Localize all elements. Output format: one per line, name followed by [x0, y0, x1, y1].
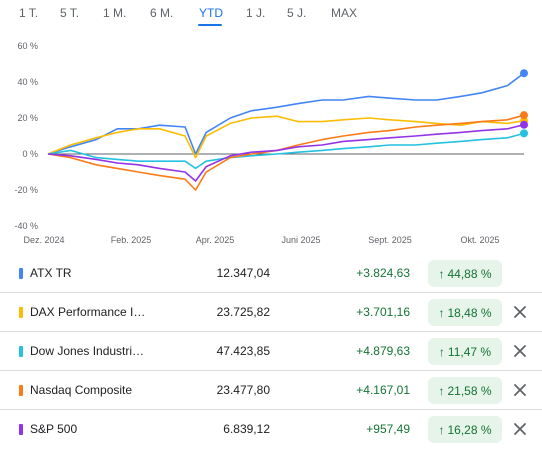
x-tick-label: Dez. 2024 [23, 235, 64, 245]
arrow-up-icon: ↑ [438, 305, 445, 320]
absolute-change: +3.701,16 [356, 305, 410, 319]
index-name: DAX Performance I… [30, 305, 146, 319]
comparison-row[interactable]: Dow Jones Industri… 47.423,85 +4.879,63 ↑ 11… [0, 332, 542, 371]
series-line-0 [47, 72, 525, 155]
comparison-row[interactable]: ATX TR 12.347,04 +3.824,63 ↑ 44,88 % [0, 254, 542, 293]
close-icon[interactable] [512, 304, 528, 320]
series-end-marker-0 [520, 69, 528, 78]
percent-change-value: 44,88 % [447, 266, 492, 281]
index-price: 23.477,80 [216, 383, 270, 397]
absolute-change: +3.824,63 [356, 266, 410, 280]
tab-1-day[interactable]: 1 T. [19, 6, 39, 20]
absolute-change: +4.879,63 [356, 344, 410, 358]
y-tick-label: 40 % [17, 77, 38, 87]
x-tick-label: Feb. 2025 [111, 235, 152, 245]
index-name: ATX TR [30, 266, 72, 280]
series-end-marker-2 [520, 129, 528, 138]
comparison-row[interactable]: DAX Performance I… 23.725,82 +3.701,16 ↑ 18,… [0, 293, 542, 332]
tab-5-years[interactable]: 5 J. [287, 6, 307, 20]
tab-6-months[interactable]: 6 M. [150, 6, 174, 20]
tab-1-year[interactable]: 1 J. [246, 6, 266, 20]
index-price: 23.725,82 [216, 305, 270, 319]
series-line-4 [47, 123, 525, 182]
series-line-1 [47, 115, 525, 159]
tab-5-days[interactable]: 5 T. [60, 6, 80, 20]
percent-change-badge: ↑ 11,47 % [428, 338, 502, 365]
arrow-up-icon: ↑ [438, 422, 445, 437]
percent-change-value: 18,48 % [447, 305, 492, 320]
x-tick-label: Sept. 2025 [368, 235, 412, 245]
y-tick-label: -40 % [14, 221, 38, 231]
series-color-swatch [19, 307, 23, 318]
comparison-list: ATX TR 12.347,04 +3.824,63 ↑ 44,88 % DAX Perf… [0, 254, 542, 449]
percent-change-badge: ↑ 21,58 % [428, 377, 502, 404]
y-tick-label: 0 % [22, 149, 38, 159]
percent-change-badge: ↑ 18,48 % [428, 299, 502, 326]
range-tabs: 1 T. 5 T. 1 M. 6 M. YTD 1 J. 5 J. MAX [0, 0, 542, 28]
percent-change-value: 21,58 % [447, 383, 492, 398]
series-color-swatch [19, 268, 23, 279]
tab-1-month[interactable]: 1 M. [103, 6, 127, 20]
active-tab-indicator [198, 24, 222, 26]
index-price: 6.839,12 [223, 422, 270, 436]
series-line-2 [47, 132, 525, 170]
arrow-up-icon: ↑ [438, 383, 445, 398]
y-tick-label: 20 % [17, 113, 38, 123]
comparison-row[interactable]: Nasdaq Composite 23.477,80 +4.167,01 ↑ 21,58… [0, 371, 542, 410]
y-tick-label: 60 % [17, 41, 38, 51]
absolute-change: +4.167,01 [356, 383, 410, 397]
index-price: 47.423,85 [216, 344, 270, 358]
index-price: 12.347,04 [216, 266, 270, 280]
y-tick-label: -20 % [14, 185, 38, 195]
close-icon[interactable] [512, 382, 528, 398]
series-end-marker-3 [520, 111, 528, 120]
absolute-change: +957,49 [366, 422, 410, 436]
percent-change-badge: ↑ 16,28 % [428, 416, 502, 443]
comparison-chart: 60 % 40 % 20 % 0 % -20 % -40 % Dez. 2024 Feb. … [14, 41, 528, 245]
index-name: Dow Jones Industri… [30, 344, 145, 358]
index-name: S&P 500 [30, 422, 78, 436]
series-color-swatch [19, 346, 23, 357]
index-name: Nasdaq Composite [30, 383, 133, 397]
series-color-swatch [19, 385, 23, 396]
close-icon[interactable] [512, 343, 528, 359]
percent-change-badge: ↑ 44,88 % [428, 260, 502, 287]
arrow-up-icon: ↑ [438, 344, 445, 359]
comparison-row[interactable]: S&P 500 6.839,12 +957,49 ↑ 16,28 % [0, 410, 542, 449]
x-tick-label: Apr. 2025 [196, 235, 235, 245]
percent-change-value: 11,47 % [447, 344, 492, 359]
percent-change-value: 16,28 % [447, 422, 492, 437]
close-icon[interactable] [512, 421, 528, 437]
series-color-swatch [19, 424, 23, 435]
x-tick-label: Juni 2025 [281, 235, 320, 245]
arrow-up-icon: ↑ [438, 266, 445, 281]
tab-max[interactable]: MAX [331, 6, 358, 20]
tab-ytd[interactable]: YTD [199, 6, 223, 20]
x-tick-label: Okt. 2025 [460, 235, 499, 245]
series-end-marker-4 [520, 120, 528, 129]
